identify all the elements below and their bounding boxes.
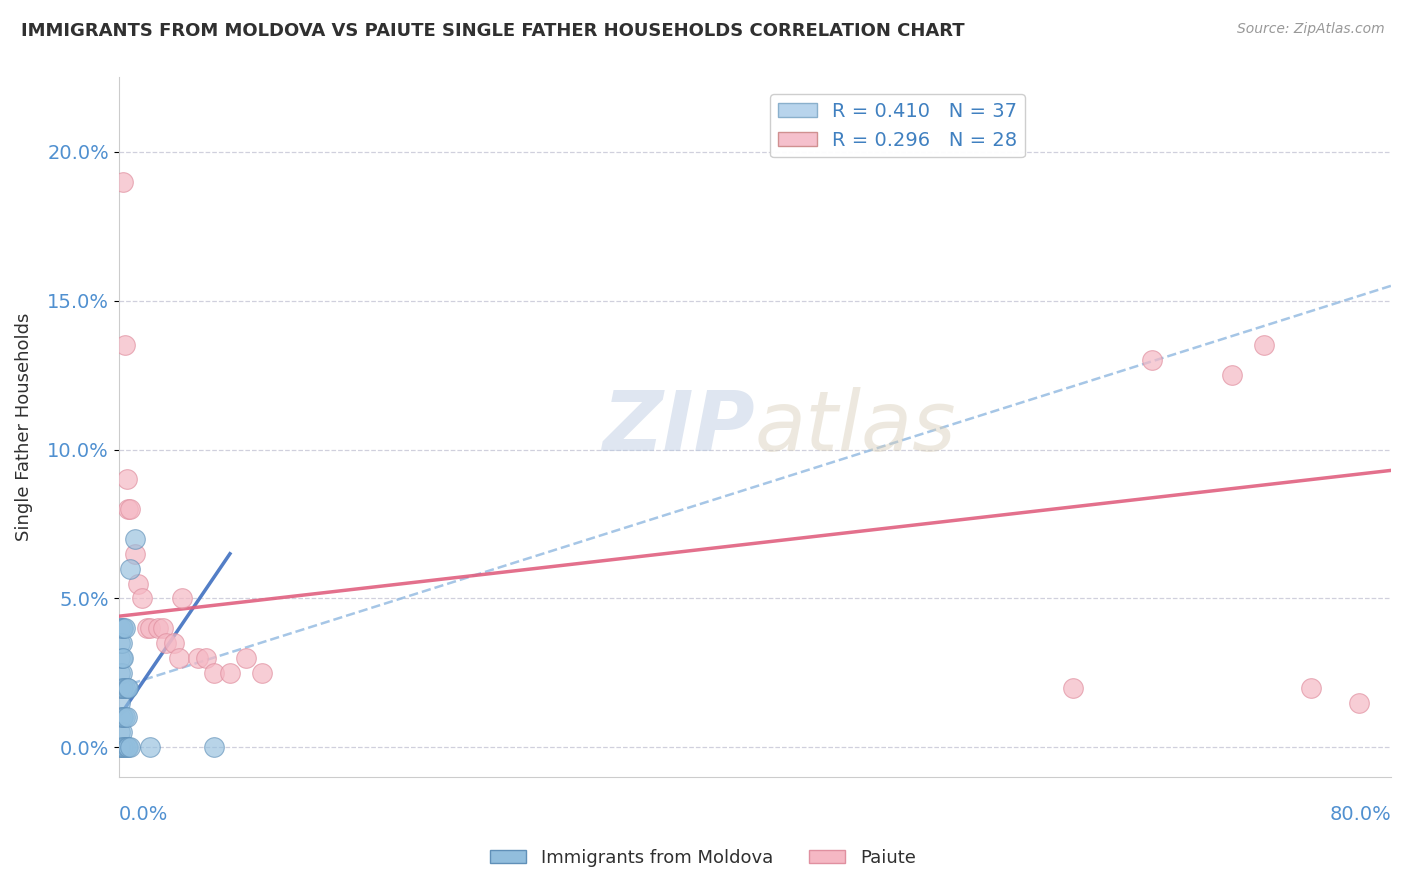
Text: Source: ZipAtlas.com: Source: ZipAtlas.com: [1237, 22, 1385, 37]
Legend: R = 0.410   N = 37, R = 0.296   N = 28: R = 0.410 N = 37, R = 0.296 N = 28: [770, 95, 1025, 157]
Point: [1220, 368, 1243, 383]
Point: [108, 651, 131, 665]
Point: [108, 636, 131, 650]
Point: [112, 621, 135, 635]
Point: [136, 621, 159, 635]
Point: [155, 636, 177, 650]
Point: [117, 502, 139, 516]
Legend: Immigrants from Moldova, Paiute: Immigrants from Moldova, Paiute: [484, 842, 922, 874]
Point: [115, 472, 138, 486]
Point: [235, 651, 257, 665]
Text: IMMIGRANTS FROM MOLDOVA VS PAIUTE SINGLE FATHER HOUSEHOLDS CORRELATION CHART: IMMIGRANTS FROM MOLDOVA VS PAIUTE SINGLE…: [21, 22, 965, 40]
Point: [152, 621, 174, 635]
Point: [124, 547, 146, 561]
Point: [111, 636, 134, 650]
Point: [111, 665, 134, 680]
Point: [187, 651, 209, 665]
Point: [114, 710, 136, 724]
Point: [131, 591, 153, 606]
Point: [114, 621, 136, 635]
Point: [139, 740, 162, 755]
Point: [112, 651, 135, 665]
Point: [114, 338, 136, 352]
Point: [127, 576, 149, 591]
Point: [111, 651, 134, 665]
Point: [167, 651, 190, 665]
Point: [202, 740, 225, 755]
Point: [117, 681, 139, 695]
Point: [112, 175, 135, 189]
Text: atlas: atlas: [755, 387, 956, 467]
Point: [115, 681, 138, 695]
Point: [118, 561, 141, 575]
Point: [118, 740, 141, 755]
Text: ZIP: ZIP: [602, 387, 755, 467]
Point: [163, 636, 186, 650]
Point: [112, 681, 135, 695]
Point: [114, 681, 136, 695]
Point: [112, 740, 135, 755]
Point: [108, 740, 131, 755]
Point: [108, 740, 131, 755]
Text: 0.0%: 0.0%: [118, 805, 167, 824]
Point: [118, 502, 141, 516]
Point: [148, 621, 170, 635]
Point: [115, 710, 138, 724]
Point: [117, 740, 139, 755]
Point: [115, 740, 138, 755]
Point: [1348, 696, 1371, 710]
Point: [1062, 681, 1084, 695]
Point: [1301, 681, 1323, 695]
Point: [108, 665, 131, 680]
Y-axis label: Single Father Households: Single Father Households: [15, 313, 32, 541]
Point: [108, 681, 131, 695]
Point: [108, 621, 131, 635]
Point: [172, 591, 194, 606]
Point: [112, 710, 135, 724]
Point: [111, 621, 134, 635]
Point: [202, 665, 225, 680]
Point: [139, 621, 162, 635]
Point: [1142, 353, 1164, 368]
Point: [111, 710, 134, 724]
Point: [111, 681, 134, 695]
Text: 80.0%: 80.0%: [1329, 805, 1391, 824]
Point: [108, 696, 131, 710]
Point: [111, 740, 134, 755]
Point: [250, 665, 273, 680]
Point: [1253, 338, 1275, 352]
Point: [114, 740, 136, 755]
Point: [195, 651, 218, 665]
Point: [108, 725, 131, 739]
Point: [108, 710, 131, 724]
Point: [111, 725, 134, 739]
Point: [219, 665, 242, 680]
Point: [124, 532, 146, 546]
